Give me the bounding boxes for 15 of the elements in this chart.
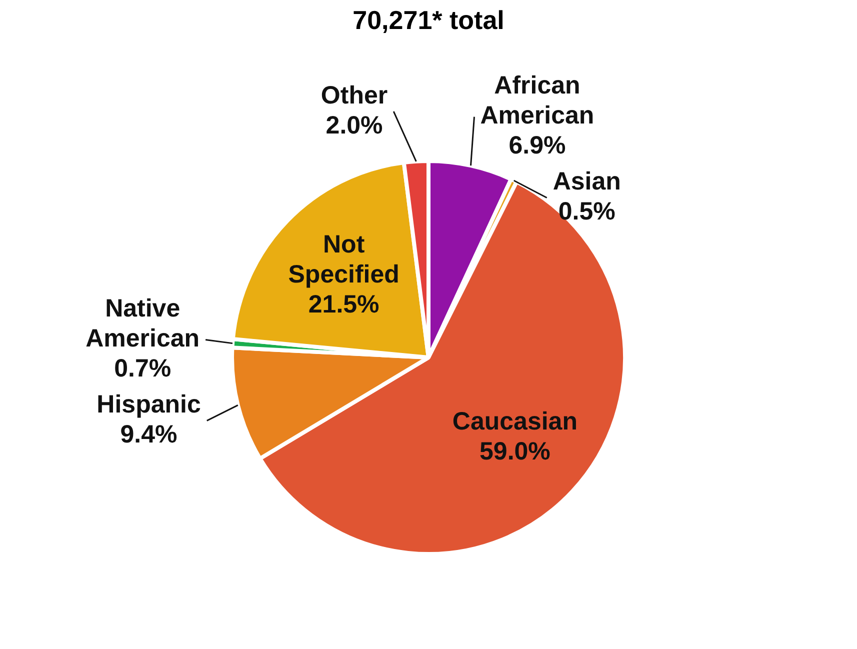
slice-label: Other [320, 81, 388, 110]
slice-label: Hispanic [96, 390, 201, 419]
data-label: 0.7% [114, 354, 172, 383]
slice-label: African American [480, 72, 594, 130]
data-label: 59.0% [480, 438, 550, 466]
data-label: 0.5% [558, 198, 616, 226]
chart-title: 70,271* total [352, 4, 506, 37]
data-label: 6.9% [508, 132, 566, 160]
data-label: 21.5% [308, 290, 380, 318]
slice-label: Not Specified [288, 230, 400, 288]
slice-label: Caucasian [452, 408, 578, 436]
slice-label: Native American [86, 294, 200, 353]
slice-label: Asian [552, 168, 621, 196]
data-label: 9.4% [120, 420, 178, 449]
data-label: 2.0% [326, 111, 383, 140]
